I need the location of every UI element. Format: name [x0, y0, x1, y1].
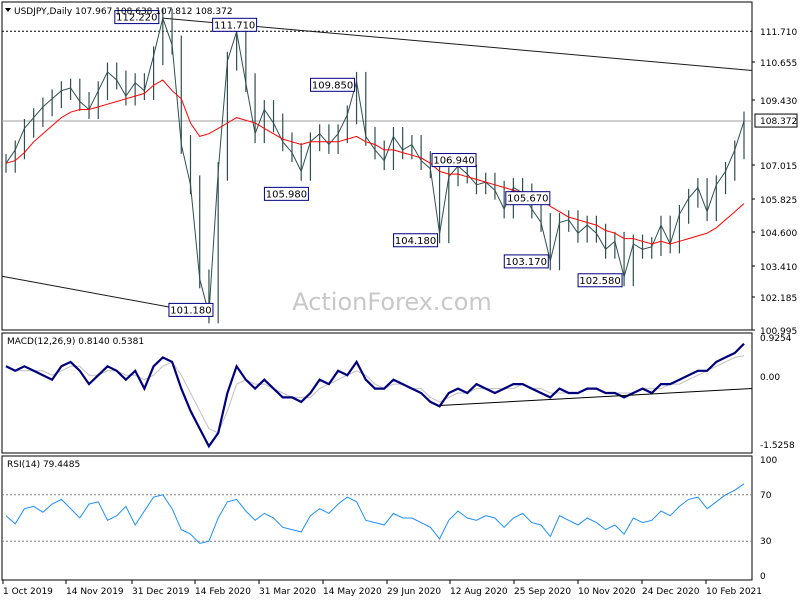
annotation-box — [393, 233, 439, 248]
level-tick-label: 111.710 — [760, 28, 797, 38]
annotation-label: 111.710 — [214, 20, 255, 31]
annotation-label: 105.670 — [507, 194, 548, 205]
x-tick-label: 31 Dec 2019 — [132, 587, 190, 597]
x-tick-label: 25 Sep 2020 — [514, 587, 571, 597]
macd-header: MACD(12,26,9) 0.8140 0.5381 — [7, 337, 144, 347]
annotation-box — [505, 191, 551, 206]
x-tick-label: 12 Aug 2020 — [450, 587, 508, 597]
macd-tick-label: 0.00 — [760, 373, 780, 383]
macd-pane: MACD(12,26,9) 0.8140 0.5381 0.9254 0.00 -1.… — [1, 332, 795, 454]
annotation-label: 104.180 — [395, 236, 436, 247]
x-tick-label: 10 Feb 2021 — [706, 587, 762, 597]
price-tick-label: 107.015 — [760, 162, 797, 172]
macd-tick-label: -1.5258 — [760, 441, 795, 451]
x-tick-label: 10 Nov 2020 — [578, 587, 636, 597]
annotation-box — [577, 273, 623, 288]
annotation-label: 103.170 — [506, 257, 547, 268]
annotation-box — [503, 254, 549, 269]
price-pane: 112.220 111.710 101.180 109.850 105.980 104.1… — [1, 1, 798, 337]
annotation-box — [114, 10, 160, 25]
annotation-label: 106.940 — [433, 156, 474, 167]
annotation-box — [168, 302, 214, 317]
x-tick-label: 14 Nov 2019 — [66, 587, 124, 597]
last-price-box — [754, 113, 798, 128]
price-line — [5, 16, 745, 315]
x-tick-label: 29 Jun 2020 — [387, 587, 441, 597]
rsi-tick-label: 0 — [760, 572, 766, 582]
rsi-tick-label: 70 — [760, 491, 772, 501]
rsi-header: RSI(14) 79.4485 — [7, 460, 80, 470]
annotation-label: 105.980 — [266, 189, 307, 200]
macd-signal-line — [5, 355, 745, 434]
price-tick-label: 109.430 — [760, 97, 797, 107]
macd-pane-frame — [1, 332, 753, 454]
rsi-tick-label: 100 — [760, 456, 777, 466]
price-bars — [5, 8, 745, 324]
annotation-label: 102.580 — [579, 276, 620, 287]
rsi-pane: RSI(14) 79.4485 100 70 30 0 — [1, 455, 777, 582]
x-tick-label: 14 May 2020 — [323, 587, 382, 597]
annotation-box — [212, 17, 258, 32]
price-tick-label: 100.995 — [760, 327, 797, 337]
x-tick-label: 24 Dec 2020 — [642, 587, 700, 597]
rsi-line — [5, 483, 745, 545]
price-tick-label: 110.655 — [760, 59, 797, 69]
annotation-box — [431, 153, 477, 168]
annotation-label: 109.850 — [312, 80, 353, 91]
price-pane-frame — [1, 1, 753, 331]
channel-upper-line — [162, 17, 753, 72]
annotation-label: 112.220 — [116, 13, 157, 24]
last-price-label: 108.372 — [760, 117, 797, 127]
macd-tick-label: 0.9254 — [760, 334, 792, 344]
x-tick-label: 31 Mar 2020 — [259, 587, 316, 597]
macd-trendline — [439, 388, 753, 406]
price-tick-label: 104.600 — [760, 229, 797, 239]
x-tick-label: 1 Oct 2019 — [3, 587, 53, 597]
x-tick-label: 14 Feb 2020 — [195, 587, 251, 597]
rsi-pane-frame — [1, 455, 753, 581]
price-tick-label: 102.185 — [760, 294, 797, 304]
annotation-box — [310, 77, 356, 92]
price-tick-label: 105.825 — [760, 196, 797, 206]
watermark: ActionForex.com — [292, 288, 492, 316]
price-header: USDJPY,Daily 107.967 108.638 107.812 108… — [14, 7, 233, 17]
annotation-box — [263, 186, 309, 201]
dropdown-triangle-icon[interactable] — [5, 8, 11, 12]
moving-average-line — [5, 79, 745, 245]
annotation-label: 101.180 — [170, 305, 211, 316]
price-tick-label: 103.410 — [760, 263, 797, 273]
x-axis: 1 Oct 2019 14 Nov 2019 31 Dec 2019 14 Feb 2… — [2, 580, 762, 597]
rsi-tick-label: 30 — [760, 537, 772, 547]
